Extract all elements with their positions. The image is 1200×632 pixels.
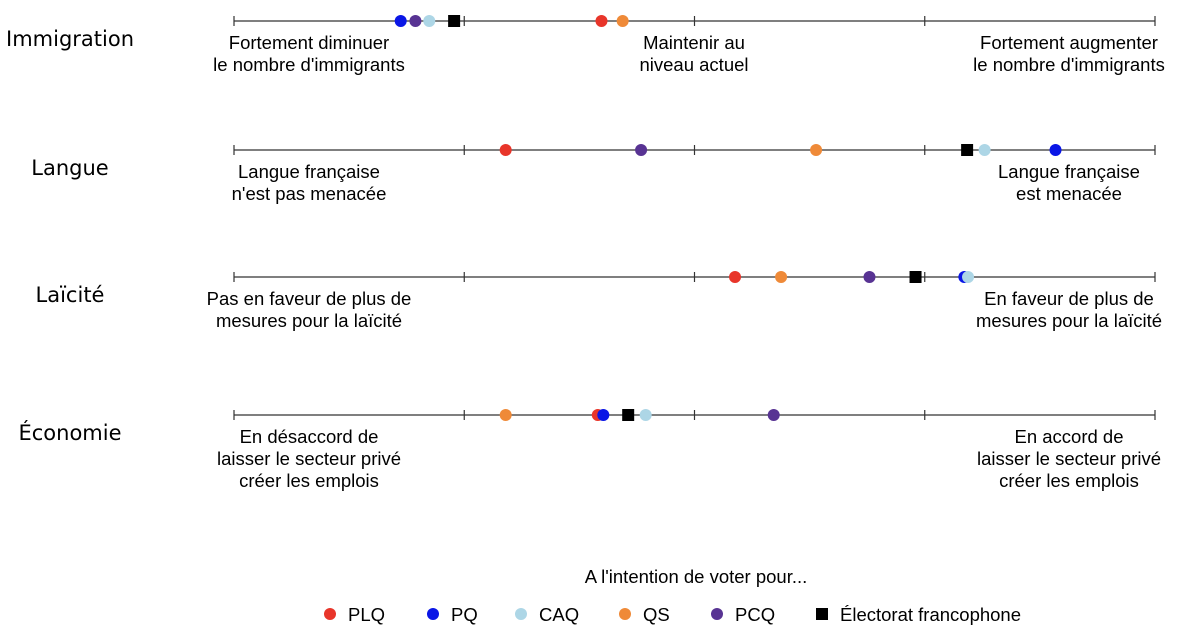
legend-label-plq: PLQ [348, 604, 385, 625]
point-plq [499, 144, 512, 156]
legend-marker-qs [619, 608, 631, 620]
right-label-line: Fortement augmenter [980, 32, 1158, 53]
middle-label-line: niveau actuel [639, 54, 748, 75]
point-qs [810, 144, 823, 156]
point-elec [961, 144, 974, 156]
point-pq [597, 409, 610, 421]
row-label: Économie [18, 420, 121, 445]
row-label: Laïcité [36, 283, 105, 307]
left-label-line: n'est pas menacée [232, 183, 387, 204]
right-label-line: le nombre d'immigrants [973, 54, 1165, 75]
right-label-line: En accord de [1014, 426, 1123, 447]
legend-marker-elec [816, 608, 828, 620]
left-label-line: Langue française [238, 161, 380, 182]
legend-label-elec: Électorat francophone [840, 604, 1021, 625]
point-elec [909, 271, 922, 283]
point-caq [639, 409, 652, 421]
legend-label-pcq: PCQ [735, 604, 775, 625]
point-plq [595, 15, 608, 27]
point-elec [448, 15, 461, 27]
right-label-line: créer les emplois [999, 470, 1139, 491]
point-caq [962, 271, 975, 283]
point-pcq [409, 15, 422, 27]
point-plq [729, 271, 742, 283]
left-label-line: En désaccord de [240, 426, 379, 447]
legend-marker-pq [427, 608, 439, 620]
point-qs [499, 409, 512, 421]
legend-title: A l'intention de voter pour... [585, 566, 808, 587]
left-label-line: mesures pour la laïcité [216, 310, 402, 331]
right-label-line: laisser le secteur privé [977, 448, 1161, 469]
point-qs [775, 271, 788, 283]
left-label-line: créer les emplois [239, 470, 379, 491]
right-label-line: est menacée [1016, 183, 1122, 204]
left-label-line: le nombre d'immigrants [213, 54, 405, 75]
legend-marker-plq [324, 608, 336, 620]
point-pcq [767, 409, 780, 421]
point-qs [616, 15, 629, 27]
row-label: Langue [31, 156, 108, 180]
point-elec [622, 409, 635, 421]
legend-marker-caq [515, 608, 527, 620]
middle-label-line: Maintenir au [643, 32, 745, 53]
left-label-line: laisser le secteur privé [217, 448, 401, 469]
row-label: Immigration [6, 27, 134, 51]
legend-label-pq: PQ [451, 604, 478, 625]
point-pq [1049, 144, 1062, 156]
right-label-line: Langue française [998, 161, 1140, 182]
point-caq [978, 144, 991, 156]
legend-marker-pcq [711, 608, 723, 620]
right-label-line: mesures pour la laïcité [976, 310, 1162, 331]
left-label-line: Fortement diminuer [229, 32, 389, 53]
point-pq [394, 15, 407, 27]
legend: A l'intention de voter pour... PLQ PQ CAQ Q… [324, 566, 1021, 625]
point-caq [423, 15, 436, 27]
point-pcq [635, 144, 648, 156]
right-label-line: En faveur de plus de [984, 288, 1154, 309]
legend-label-caq: CAQ [539, 604, 579, 625]
left-label-line: Pas en faveur de plus de [207, 288, 412, 309]
legend-label-qs: QS [643, 604, 670, 625]
point-pcq [863, 271, 876, 283]
